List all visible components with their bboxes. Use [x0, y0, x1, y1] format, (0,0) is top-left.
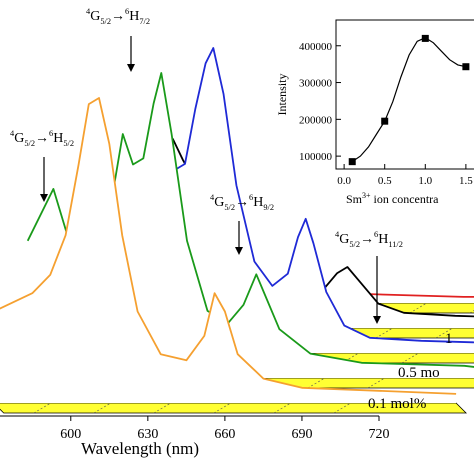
inset-x-tick-label: 1.5 — [459, 175, 473, 187]
arrow-h72-head — [127, 64, 135, 72]
legend-label: 1 — [445, 331, 453, 347]
depth-guide — [153, 398, 178, 414]
depth-guide — [273, 398, 298, 414]
inset-fit-curve — [351, 37, 467, 163]
inset-y-tick-label: 300000 — [299, 78, 333, 90]
inset-y-axis-title: Intensity — [275, 74, 289, 116]
annotation-h112: 4G5/2→6H11/2 — [335, 230, 403, 249]
spectrum-line — [0, 97, 457, 395]
x-tick-label: 720 — [369, 427, 390, 442]
annotation-h72: 4G5/2→6H7/2 — [86, 7, 150, 26]
depth-guide — [333, 398, 358, 414]
inset-data-point — [421, 34, 429, 42]
x-tick-label: 630 — [137, 427, 158, 442]
depth-guide — [409, 298, 434, 314]
x-tick-label: 660 — [214, 427, 235, 442]
inset-chart: 100000 200000 300000 400000 0.0 0.5 1.0 1.5 Inte… — [275, 19, 474, 206]
depth-guide — [93, 398, 118, 414]
inset-x-tick-label: 0.0 — [337, 175, 351, 187]
x-axis-title: Wavelength (nm) — [81, 439, 199, 458]
spectrum-mask — [27, 73, 474, 378]
depth-guide — [213, 398, 238, 414]
inset-y-tick-label: 400000 — [299, 41, 333, 53]
depth-guide — [401, 348, 426, 364]
depth-guide — [367, 373, 392, 389]
transition-annotations: 4G5/2→6H7/2 4G5/2→6H5/2 4G5/2→6H9/2 4G5/2→6… — [10, 7, 403, 324]
depth-guide — [375, 323, 400, 339]
inset-data-point — [462, 63, 470, 71]
x-tick-label: 690 — [291, 427, 312, 442]
inset-data-point — [348, 158, 356, 166]
annotation-h52: 4G5/2→6H5/2 — [10, 129, 74, 148]
legend-label: 0.1 mol% — [368, 396, 426, 412]
depth-guide — [33, 398, 58, 414]
inset-y-tick-label: 200000 — [299, 114, 333, 126]
series-layer-1 — [0, 97, 468, 414]
depth-guide — [435, 323, 460, 339]
inset-x-tick-label: 1.0 — [418, 175, 432, 187]
inset-frame — [335, 19, 474, 170]
x-tick-label: 600 — [60, 427, 81, 442]
main-spectra-chart: 600 630 660 690 720 Wavelength (nm) 1 0.5 mo 0.1… — [0, 47, 474, 458]
inset-y-tick-label: 100000 — [299, 151, 333, 163]
legend-label: 0.5 mo — [398, 365, 440, 381]
inset-x-tick-label: 0.5 — [378, 175, 392, 187]
arrow-h112-head — [373, 316, 381, 324]
depth-guide — [307, 373, 332, 389]
annotation-h92: 4G5/2→6H9/2 — [210, 193, 274, 212]
arrow-h52-head — [40, 194, 48, 202]
arrow-h92-head — [235, 247, 243, 255]
inset-x-axis-title: Sm3+ ion concentra — [346, 191, 439, 206]
spectrum-mask — [0, 98, 457, 403]
inset-data-point — [381, 117, 389, 125]
